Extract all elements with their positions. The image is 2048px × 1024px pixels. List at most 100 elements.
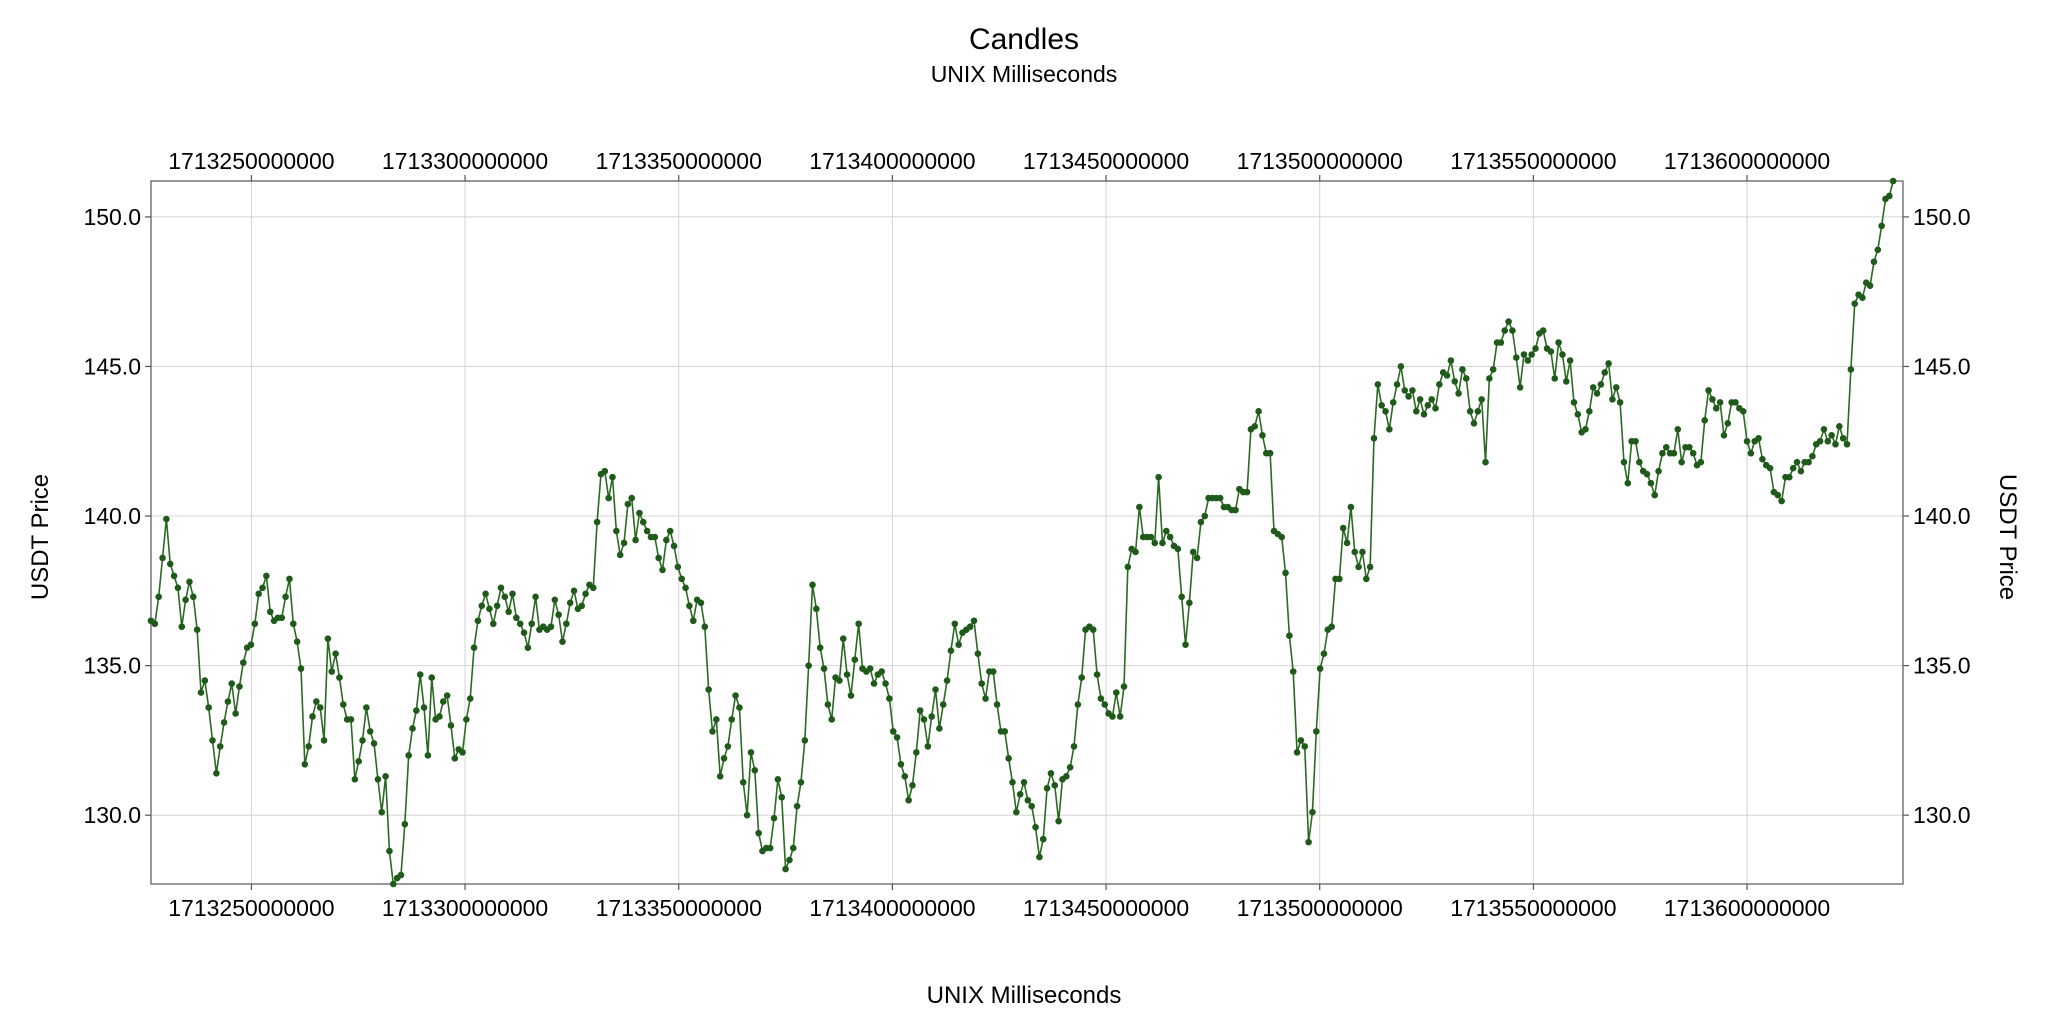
price-point (1401, 387, 1409, 394)
price-point (1612, 384, 1620, 391)
price-point (789, 844, 797, 852)
price-point (1393, 381, 1401, 388)
price-point (1809, 452, 1816, 460)
price-point (1778, 497, 1785, 505)
price-point (1747, 449, 1755, 457)
y-axis-label-left: USDT Price (27, 474, 54, 600)
price-point (1266, 449, 1274, 457)
price-point (843, 671, 851, 678)
x-tick-label-bottom: 1713250000000 (168, 895, 334, 921)
price-point (1828, 431, 1835, 439)
y-tick-label-left: 150.0 (83, 204, 141, 230)
price-point (1120, 683, 1128, 690)
price-point (255, 590, 262, 598)
price-point (1482, 458, 1489, 466)
price-point (1789, 464, 1797, 472)
price-point (1289, 668, 1297, 675)
price-point (1678, 458, 1685, 466)
price-point (424, 752, 432, 759)
price-point (1047, 770, 1055, 777)
price-point (801, 737, 809, 744)
price-point (282, 593, 289, 601)
price-point (628, 494, 636, 502)
price-point (1601, 369, 1609, 376)
price-point (155, 593, 162, 601)
price-point (1705, 387, 1712, 394)
price-point (1832, 440, 1839, 448)
price-point (774, 776, 782, 783)
x-tick-label-top: 1713450000000 (1023, 148, 1189, 174)
price-point (955, 641, 962, 648)
price-point (328, 668, 336, 675)
price-point (1309, 808, 1316, 816)
price-point (670, 542, 678, 550)
price-point (1070, 743, 1078, 750)
price-point (1597, 381, 1605, 388)
y-tick-label-right: 140.0 (1913, 503, 1971, 529)
price-point (1766, 464, 1774, 472)
price-point (240, 659, 247, 666)
price-point (166, 560, 174, 568)
price-point (1101, 701, 1109, 708)
price-point (1320, 650, 1328, 657)
price-point (751, 767, 759, 774)
price-point (1097, 695, 1105, 702)
plot-frame (150, 180, 1904, 885)
price-point (278, 614, 286, 622)
price-point (782, 865, 789, 873)
x-tick-label-top: 1713400000000 (809, 148, 975, 174)
price-point (1166, 533, 1174, 541)
price-point (747, 749, 755, 756)
price-point (1255, 408, 1262, 415)
price-point (547, 623, 555, 631)
price-point (1847, 366, 1855, 373)
gridlines (151, 181, 1903, 884)
price-point (1786, 473, 1793, 481)
price-point (1420, 411, 1428, 418)
price-point (443, 692, 451, 699)
price-point (1412, 408, 1420, 415)
price-point (405, 752, 412, 759)
price-point (555, 611, 562, 619)
price-point (182, 596, 189, 604)
price-point (513, 614, 520, 622)
price-point (836, 677, 843, 684)
price-point (593, 518, 601, 526)
price-point (1716, 399, 1724, 406)
price-point (1116, 713, 1124, 720)
price-point (1243, 488, 1251, 496)
price-point (1462, 375, 1470, 382)
price-point (1870, 258, 1878, 266)
price-point (1843, 440, 1851, 448)
price-point (1620, 458, 1628, 466)
price-point (1878, 222, 1885, 230)
price-point (809, 581, 816, 589)
price-point (1836, 423, 1843, 430)
price-point (389, 880, 397, 888)
price-point (713, 716, 720, 723)
price-point (1328, 623, 1335, 631)
price-point (889, 728, 897, 735)
price-point (163, 515, 170, 523)
price-point (382, 773, 389, 780)
price-point (1178, 593, 1185, 601)
price-point (720, 755, 728, 762)
price-point (466, 695, 474, 702)
price-point (216, 743, 224, 750)
price-point (1055, 817, 1062, 825)
price-point (201, 677, 209, 684)
price-point (855, 620, 862, 628)
x-tick-label-bottom: 1713600000000 (1664, 895, 1830, 921)
price-point (682, 584, 689, 592)
price-point (1197, 518, 1205, 526)
price-point (1113, 689, 1120, 696)
price-point (197, 689, 205, 696)
price-point (559, 638, 566, 645)
price-point (1570, 399, 1578, 406)
price-point (1582, 425, 1589, 433)
x-tick-label-bottom: 1713300000000 (382, 895, 548, 921)
price-line (150, 180, 1894, 885)
price-point (401, 820, 409, 828)
price-point (1562, 378, 1570, 385)
price-point (489, 620, 497, 628)
